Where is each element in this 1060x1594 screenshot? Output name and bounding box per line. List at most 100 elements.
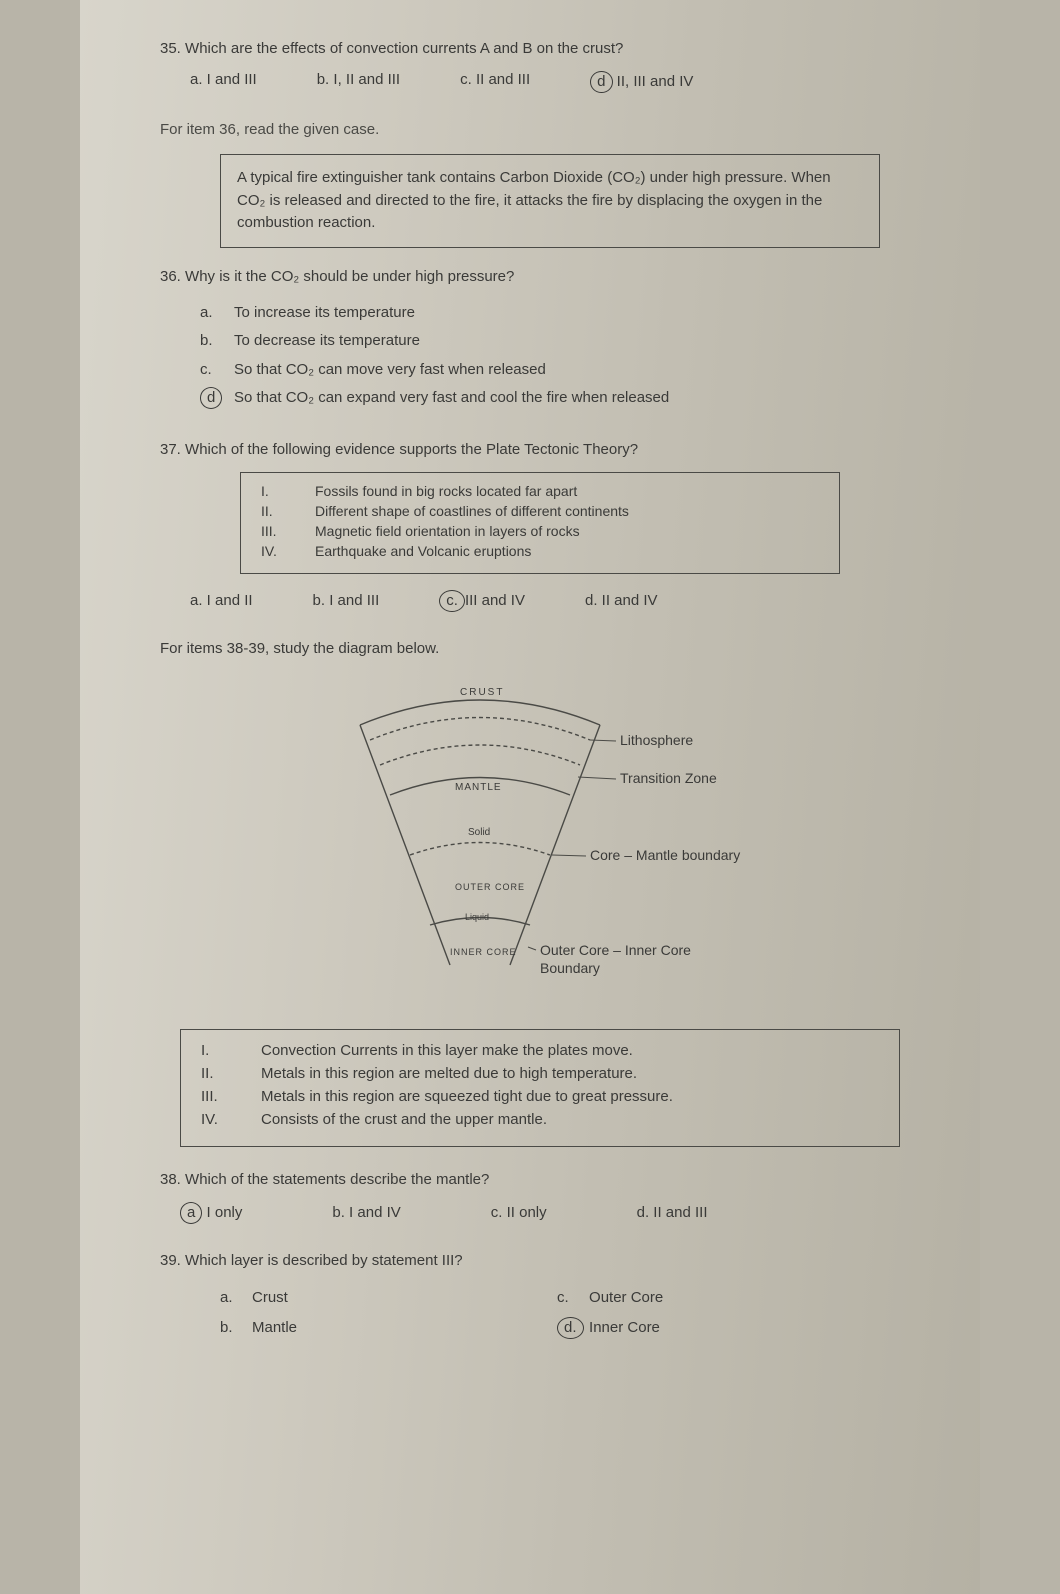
- q35-options: a. I and III b. I, II and III c. II and …: [190, 71, 920, 93]
- q39-opt-b: b.Mantle: [220, 1313, 297, 1343]
- q36-la: a.: [200, 299, 226, 328]
- stmt-iii-text: Metals in this region are squeezed tight…: [261, 1088, 673, 1105]
- label-lithosphere: Lithosphere: [620, 732, 693, 748]
- q37-ev-ii: II. Different shape of coastlines of diff…: [261, 503, 819, 519]
- roman-i: I.: [261, 483, 291, 499]
- q39-a-text: Crust: [252, 1283, 288, 1313]
- q38-opt-d: d. II and III: [637, 1204, 708, 1221]
- q37-ev-ii-text: Different shape of coastlines of differe…: [315, 503, 629, 519]
- q36-options: a. To increase its temperature b. To decre…: [200, 299, 920, 413]
- q39-c-text: Outer Core: [589, 1283, 663, 1313]
- q37-opt-b: b. I and III: [313, 592, 380, 609]
- q38-text: 38. Which of the statements describe the…: [160, 1171, 920, 1188]
- q37-ev-i-text: Fossils found in big rocks located far a…: [315, 483, 577, 499]
- q38-opt-c: c. II only: [491, 1204, 547, 1221]
- q36-c-text: So that CO₂ can move very fast when rele…: [234, 356, 546, 385]
- q39-number: 39.: [160, 1252, 181, 1269]
- label-outer-core: OUTER CORE: [455, 882, 525, 892]
- label-liquid: Liquid: [465, 912, 489, 922]
- q37-ev-iv-text: Earthquake and Volcanic eruptions: [315, 543, 531, 559]
- q38-number: 38.: [160, 1171, 181, 1188]
- question-35: 35. Which are the effects of convection …: [160, 40, 920, 93]
- q37-options: a. I and II b. I and III c.III and IV d.…: [190, 590, 920, 612]
- roman-iii: III.: [261, 523, 291, 539]
- label-crust: CRUST: [460, 687, 504, 698]
- stmt-i: I. Convection Currents in this layer make…: [201, 1042, 879, 1059]
- q35-opt-d: d II, III and IV: [590, 71, 693, 93]
- label-outer-inner: Outer Core – Inner Core: [540, 942, 691, 958]
- q37-ev-i: I. Fossils found in big rocks located far…: [261, 483, 819, 499]
- question-36: 36. Why is it the CO₂ should be under hi…: [160, 268, 920, 413]
- q36-opt-b: b. To decrease its temperature: [200, 327, 920, 356]
- stmt-iii: III. Metals in this region are squeezed t…: [201, 1088, 879, 1105]
- q38-options: a I only b. I and IV c. II only d. II an…: [180, 1202, 920, 1224]
- roman-iv: IV.: [261, 543, 291, 559]
- q37-opt-d: d. II and IV: [585, 592, 658, 609]
- q37-opt-a: a. I and II: [190, 592, 253, 609]
- q39-d-letter: d.: [557, 1317, 584, 1339]
- q38-body: Which of the statements describe the man…: [185, 1171, 489, 1188]
- q38-a-letter: a: [180, 1202, 202, 1224]
- q36-d-letter: d: [200, 387, 222, 409]
- stmt-roman-iii: III.: [201, 1088, 231, 1105]
- q37-ev-iv: IV. Earthquake and Volcanic eruptions: [261, 543, 819, 559]
- q37-number: 37.: [160, 441, 181, 458]
- label-mantle: MANTLE: [455, 782, 502, 793]
- q39-ld: d.: [557, 1313, 579, 1343]
- q39-opt-c: c. Outer Core: [557, 1283, 663, 1313]
- q39-col-right: c.Outer Core d.Inner Core: [557, 1283, 663, 1343]
- q39-text: 39. Which layer is described by statemen…: [160, 1252, 920, 1269]
- q35-body: Which are the effects of convection curr…: [185, 40, 623, 57]
- q39-options: a.Crust b.Mantle c.Outer Core d.Inner Co…: [220, 1283, 920, 1343]
- question-37: 37. Which of the following evidence supp…: [160, 441, 920, 612]
- label-solid: Solid: [468, 827, 490, 838]
- q36-lb: b.: [200, 327, 226, 356]
- stmt-ii-text: Metals in this region are melted due to …: [261, 1065, 637, 1082]
- q39-col-left: a. Crust b.Mantle: [220, 1283, 297, 1343]
- label-transition: Transition Zone: [620, 770, 717, 786]
- q39-body: Which layer is described by statement II…: [185, 1252, 463, 1269]
- q36-body: Why is it the CO₂ should be under high p…: [185, 268, 514, 285]
- q39-d-text: Inner Core: [589, 1313, 660, 1343]
- q37-evidence-box: I. Fossils found in big rocks located far…: [240, 472, 840, 574]
- q37-text: 37. Which of the following evidence supp…: [160, 441, 920, 458]
- label-inner-core: INNER CORE: [450, 947, 517, 957]
- q35-opt-d-text: II, III and IV: [617, 73, 694, 90]
- q36-opt-d: d So that CO₂ can expand very fast and co…: [200, 384, 920, 413]
- q37-c-text: III and IV: [465, 592, 525, 609]
- q36-lc: c.: [200, 356, 226, 385]
- stmt-i-text: Convection Currents in this layer make t…: [261, 1042, 633, 1059]
- q37-body: Which of the following evidence supports…: [185, 441, 638, 458]
- question-39: 39. Which layer is described by statemen…: [160, 1252, 920, 1343]
- q35-opt-b: b. I, II and III: [317, 71, 400, 93]
- q35-text: 35. Which are the effects of convection …: [160, 40, 920, 57]
- q36-a-text: To increase its temperature: [234, 299, 415, 328]
- q39-lc: c.: [557, 1283, 579, 1313]
- stmt-iv-text: Consists of the crust and the upper mant…: [261, 1111, 547, 1128]
- q38-opt-b: b. I and IV: [332, 1204, 400, 1221]
- q37-ev-iii: III. Magnetic field orientation in layers…: [261, 523, 819, 539]
- q39-opt-d: d.Inner Core: [557, 1313, 663, 1343]
- diagram-instruction: For items 38-39, study the diagram below…: [160, 640, 920, 657]
- q36-number: 36.: [160, 268, 181, 285]
- q36-opt-a: a. To increase its temperature: [200, 299, 920, 328]
- q38-opt-a: a I only: [180, 1202, 242, 1224]
- label-core-mantle: Core – Mantle boundary: [590, 847, 740, 863]
- q39-la: a.: [220, 1283, 242, 1313]
- q35-opt-c: c. II and III: [460, 71, 530, 93]
- case36-instruction: For item 36, read the given case.: [160, 121, 920, 138]
- q36-d-text: So that CO₂ can expand very fast and coo…: [234, 384, 669, 413]
- stmt-ii: II. Metals in this region are melted due …: [201, 1065, 879, 1082]
- q37-ev-iii-text: Magnetic field orientation in layers of …: [315, 523, 580, 539]
- stmt-roman-ii: II.: [201, 1065, 231, 1082]
- q39-opt-a: a. Crust: [220, 1283, 297, 1313]
- question-38: 38. Which of the statements describe the…: [160, 1171, 920, 1224]
- q35-opt-a: a. I and III: [190, 71, 257, 93]
- q35-number: 35.: [160, 40, 181, 57]
- q36-ld: d: [200, 384, 226, 413]
- roman-ii: II.: [261, 503, 291, 519]
- q36-b-text: To decrease its temperature: [234, 327, 420, 356]
- q38-a-text: I only: [207, 1204, 243, 1221]
- stmt-roman-i: I.: [201, 1042, 231, 1059]
- label-boundary: Boundary: [540, 960, 600, 976]
